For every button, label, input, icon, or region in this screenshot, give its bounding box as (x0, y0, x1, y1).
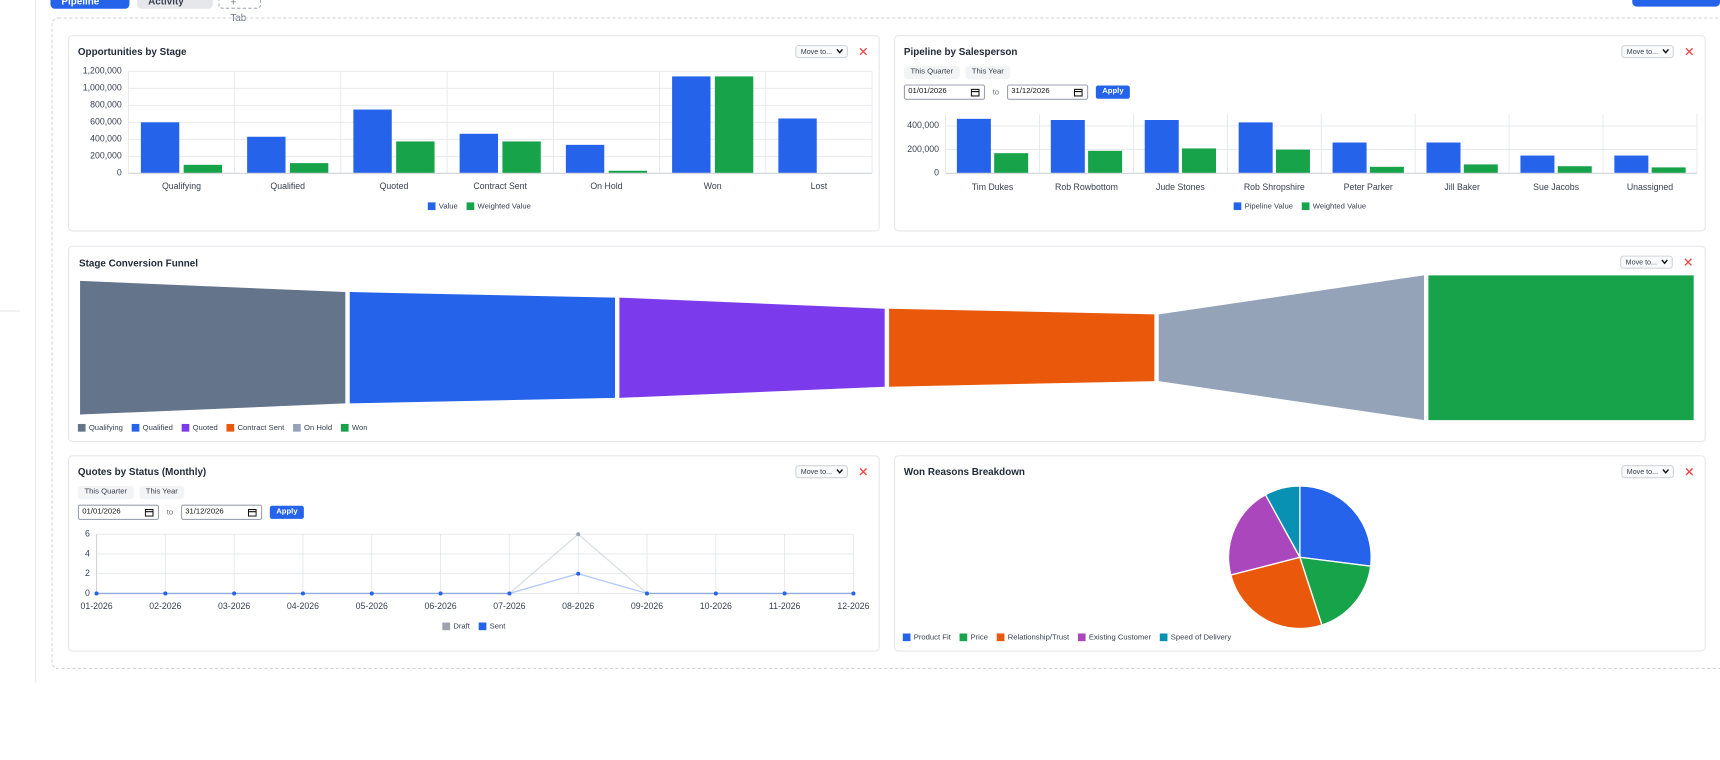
close-button[interactable] (1685, 47, 1694, 56)
chevron (1662, 48, 1669, 54)
chevron (836, 48, 843, 54)
date-value: 31/12/2026 (1011, 87, 1050, 96)
move-select[interactable]: Move to... (1621, 44, 1674, 59)
chevron (1662, 469, 1669, 474)
calendar-icon (970, 88, 980, 97)
calendar-icon (247, 508, 257, 517)
add-tab[interactable]: + Tab (218, 0, 262, 23)
apply-button[interactable]: Apply (269, 505, 305, 519)
move-label: Move to... (1626, 468, 1659, 477)
calendar-icon (1073, 88, 1083, 97)
close-button[interactable] (859, 467, 868, 476)
quick-filter[interactable]: This Year (139, 485, 185, 500)
date-input[interactable]: 01/01/2026 (77, 504, 160, 520)
apply-button[interactable]: Apply (1095, 85, 1131, 99)
widget-canvas (51, 17, 1720, 670)
move-label: Move to... (1625, 258, 1657, 267)
tab[interactable]: Activity (137, 0, 213, 9)
widget: Stage Conversion Funnel Move to... (68, 245, 1706, 443)
widget: Opportunities by Stage Move to... (68, 35, 880, 232)
date-input[interactable]: 31/12/2026 (180, 504, 262, 520)
close-button[interactable] (1684, 258, 1693, 267)
tab[interactable]: Pipeline (50, 0, 130, 9)
date-range: 01/01/2026 to 31/12/2026 Apply (903, 84, 1131, 100)
date-value: 31/12/2026 (185, 507, 224, 516)
sidebar (0, 0, 37, 683)
quick-filter[interactable]: This Quarter (903, 65, 960, 79)
chevron (1661, 259, 1668, 265)
widget: Won Reasons Breakdown Move to... (894, 455, 1706, 652)
date-value: 01/01/2026 (908, 87, 947, 96)
move-select[interactable]: Move to... (1621, 465, 1674, 479)
move-select[interactable]: Move to... (1620, 255, 1673, 269)
move-label: Move to... (800, 468, 833, 477)
close-button[interactable] (1685, 467, 1694, 476)
widget-title: Opportunities by Stage (77, 46, 187, 58)
calendar-icon (144, 508, 154, 517)
date-value: 01/01/2026 (82, 507, 121, 516)
widget-title: Won Reasons Breakdown (903, 466, 1025, 478)
widget: Quotes by Status (Monthly) Move to... Th… (68, 455, 880, 652)
sidebar-divider (0, 310, 20, 312)
close-button[interactable] (859, 47, 868, 56)
date-separator: to (992, 88, 1000, 96)
date-range: 01/01/2026 to 31/12/2026 Apply (77, 504, 305, 520)
date-separator: to (166, 508, 174, 517)
quick-filters: This Quarter This Year (77, 485, 185, 500)
action-button[interactable] (1632, 0, 1720, 7)
quick-filter[interactable]: This Quarter (77, 485, 134, 500)
move-label: Move to... (1626, 48, 1659, 56)
widget-title: Stage Conversion Funnel (78, 257, 199, 269)
date-input[interactable]: 31/12/2026 (1006, 84, 1088, 100)
move-select[interactable]: Move to... (795, 44, 848, 59)
widget: Pipeline by Salesperson Move to... This … (894, 35, 1706, 232)
chevron (836, 469, 843, 474)
quick-filters: This Quarter This Year (903, 65, 1011, 79)
quick-filter[interactable]: This Year (965, 65, 1011, 79)
date-input[interactable]: 01/01/2026 (903, 84, 986, 100)
widget-title: Pipeline by Salesperson (903, 46, 1018, 58)
move-label: Move to... (800, 48, 833, 56)
widget-title: Quotes by Status (Monthly) (77, 466, 207, 478)
move-select[interactable]: Move to... (795, 465, 848, 479)
